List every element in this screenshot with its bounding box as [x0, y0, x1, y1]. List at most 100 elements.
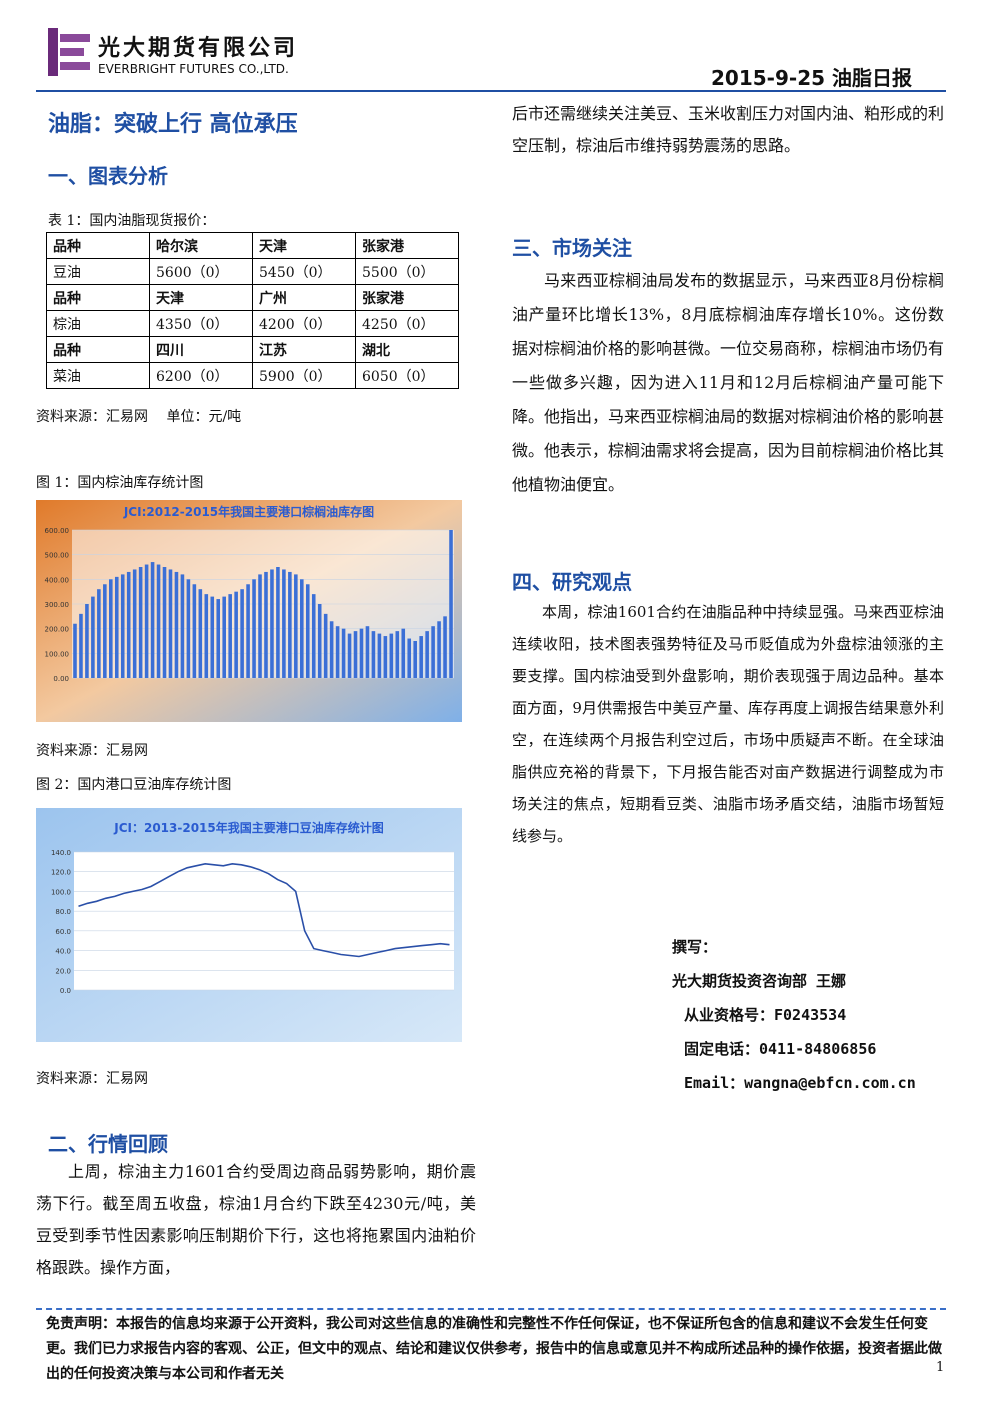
paragraph: 上周，棕油主力1601合约受周边商品弱势影响，期价震荡下行。截至周五收盘，棕油1…	[36, 1162, 476, 1277]
table-cell: 天津	[252, 232, 356, 259]
figure-chart: JCI：2013-2015年我国主要港口豆油库存统计图 0.0 20.0 40.0 60…	[36, 808, 462, 1042]
bar	[138, 567, 143, 678]
table-source: 资料来源：汇易网 单位：元/吨	[36, 409, 242, 425]
bar	[311, 594, 316, 678]
table-cell: 6200（0）	[149, 362, 253, 389]
bar	[443, 616, 447, 678]
table-row: 品种 哈尔滨 天津 张家港	[46, 232, 459, 259]
section-heading: 一、图表分析	[48, 164, 168, 188]
table-row: 棕油 4350（0） 4200（0） 4250（0）	[46, 310, 459, 337]
bar	[401, 628, 406, 678]
y-tick-label: 20.0	[55, 967, 71, 975]
bar	[162, 567, 167, 678]
line	[78, 862, 450, 958]
bar	[425, 631, 429, 678]
doc-title: 油脂：突破上行 高位承压	[48, 112, 298, 137]
section-heading: 四、研究观点	[512, 570, 632, 594]
author-label: 撰写：	[672, 938, 718, 956]
paragraph: 本周，棕油1601合约在油脂品种中持续显强。马来西亚棕油连续收阳，技术图表强势特…	[512, 603, 944, 845]
figure-chart: JCI:2012-2015年我国主要港口棕榈油库存图 0.00 100.00 200.…	[36, 500, 462, 722]
table-cell: 品种	[46, 284, 150, 311]
table-cell: 5600（0）	[149, 258, 253, 285]
bar	[305, 584, 310, 678]
y-tick-label: 60.0	[55, 928, 71, 936]
figure-caption: 图 2：国内港口豆油库存统计图	[36, 777, 232, 793]
table-row: 品种 四川 江苏 湖北	[46, 336, 459, 363]
bar	[180, 574, 185, 678]
bar	[449, 530, 453, 678]
bar	[85, 604, 89, 678]
table-caption: 表 1：国内油脂现货报价：	[48, 213, 216, 229]
bar	[109, 579, 113, 678]
disclaimer: 免责声明：本报告的信息均来源于公开资料，我公司对这些信息的准确性和完整性不作任何…	[46, 1316, 942, 1382]
table-cell: 豆油	[46, 258, 150, 285]
bar	[282, 569, 286, 678]
bar	[413, 641, 417, 678]
bar	[73, 623, 77, 678]
company-en: EVERBRIGHT FUTURES CO.,LTD.	[98, 62, 289, 76]
author-line: 光大期货投资咨询部 王娜	[672, 972, 847, 990]
bar	[317, 604, 322, 678]
table-cell: 品种	[46, 336, 150, 363]
bar	[198, 589, 203, 678]
bar	[216, 599, 221, 678]
y-tick-label: 0.0	[60, 987, 71, 995]
bar	[234, 591, 238, 678]
table-row: 菜油 6200（0） 5900（0） 6050（0）	[46, 362, 459, 389]
bar	[341, 628, 346, 678]
bar	[294, 574, 298, 678]
table-row: 品种 天津 广州 张家港	[46, 284, 459, 311]
y-tick-label: 80.0	[55, 908, 71, 916]
bar	[210, 596, 215, 678]
chart-title: JCI：2013-2015年我国主要港口豆油库存统计图	[113, 820, 384, 835]
bar	[431, 626, 435, 678]
author-line: 固定电话：0411-84806856	[684, 1040, 877, 1058]
page-number: 1	[936, 1360, 945, 1375]
bar	[156, 564, 161, 678]
header-rule	[36, 90, 946, 92]
bar	[126, 571, 131, 678]
table-cell: 江苏	[252, 336, 356, 363]
bar	[192, 584, 197, 678]
y-tick-label: 200.00	[45, 626, 70, 634]
table-cell: 天津	[149, 284, 253, 311]
bar	[377, 633, 382, 678]
table-cell: 5900（0）	[252, 362, 356, 389]
bar	[407, 638, 412, 678]
bar	[120, 574, 125, 678]
bar	[168, 569, 173, 678]
bar	[114, 576, 119, 678]
plot-area	[74, 852, 454, 990]
paragraph: 马来西亚棕榈油局发布的数据显示，马来西亚8月份棕榈油产量环比增长13%，8月底棕…	[512, 271, 945, 494]
table-cell: 4350（0）	[149, 310, 253, 337]
bar	[353, 631, 358, 678]
bar	[222, 596, 226, 678]
bar	[132, 569, 137, 678]
bar	[329, 621, 334, 678]
price-table: 品种 哈尔滨 天津 张家港 豆油 5600（0） 5450（0） 5500（0） 品种 天津 广州张…	[46, 232, 459, 389]
paragraph: 后市还需继续关注美豆、玉米收割压力对国内油、粕形成的利空压制，棕油后市维持弱势震…	[512, 104, 945, 155]
bar	[359, 628, 364, 678]
y-tick-label: 40.0	[55, 948, 71, 956]
footer-rule	[36, 1308, 946, 1310]
y-tick-label: 600.00	[45, 527, 70, 535]
table-cell: 4200（0）	[252, 310, 356, 337]
y-tick-label: 100.0	[51, 888, 71, 896]
table-cell: 四川	[149, 336, 253, 363]
bar	[91, 596, 95, 678]
table-cell: 湖北	[355, 336, 459, 363]
y-tick-label: 500.00	[45, 552, 70, 560]
table-row: 豆油 5600（0） 5450（0） 5500（0）	[46, 258, 459, 285]
bar	[252, 579, 256, 678]
table-cell: 张家港	[355, 232, 459, 259]
bar	[144, 564, 149, 678]
bar	[174, 571, 179, 678]
bar	[270, 569, 274, 678]
author-line: Email：wangna@ebfcn.com.cn	[684, 1074, 916, 1092]
author-block: 光大期货投资咨询部 王娜 从业资格号：F0243534 固定电话：0411-8480…	[672, 964, 916, 1100]
bar	[347, 633, 352, 678]
bar	[258, 574, 262, 678]
y-tick-label: 0.00	[53, 675, 69, 683]
bar	[419, 636, 423, 678]
bar	[79, 613, 83, 678]
